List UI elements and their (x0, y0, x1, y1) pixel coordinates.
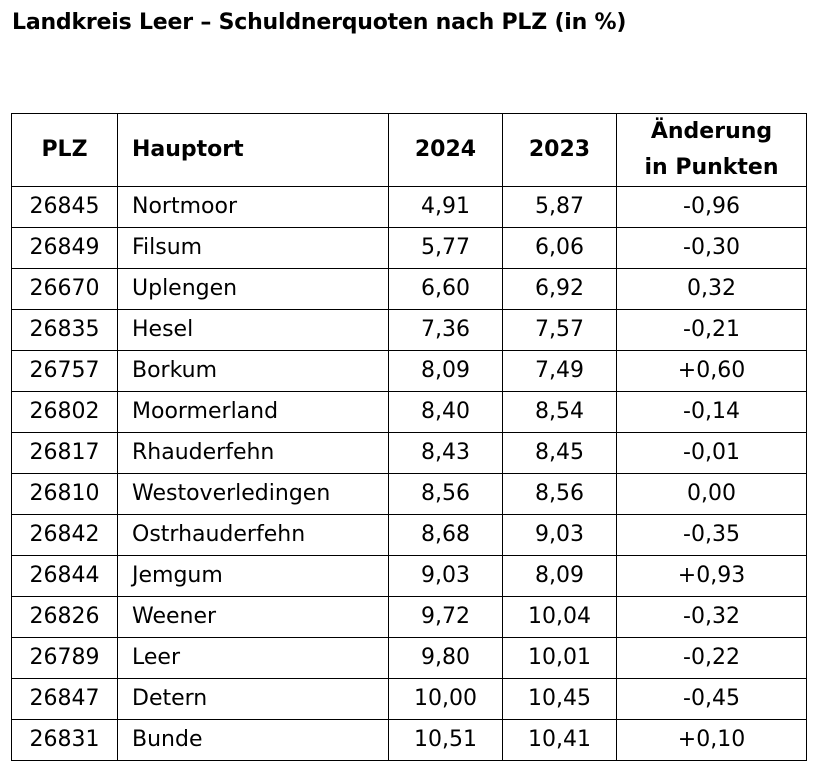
cell-hauptort: Jemgum (117, 555, 389, 597)
cell-plz: 26842 (11, 514, 118, 556)
cell-2023: 7,57 (502, 309, 617, 351)
cell-plz: 26810 (11, 473, 118, 515)
cell-plz: 26802 (11, 391, 118, 433)
cell-plz: 26826 (11, 596, 118, 638)
cell-2023: 8,45 (502, 432, 617, 474)
cell-aenderung: 0,32 (616, 268, 807, 310)
table-row: 26826 Weener 9,72 10,04 -0,32 (11, 596, 807, 638)
cell-2023: 10,41 (502, 719, 617, 761)
cell-hauptort: Rhauderfehn (117, 432, 389, 474)
cell-aenderung: -0,14 (616, 391, 807, 433)
column-header-aenderung-line1: Änderung (650, 119, 773, 144)
cell-plz: 26845 (11, 186, 118, 228)
cell-2024: 10,51 (388, 719, 503, 761)
cell-aenderung: -0,21 (616, 309, 807, 351)
cell-hauptort: Hesel (117, 309, 389, 351)
table-row: 26831 Bunde 10,51 10,41 +0,10 (11, 719, 807, 761)
cell-aenderung: +0,93 (616, 555, 807, 597)
cell-plz: 26817 (11, 432, 118, 474)
cell-2023: 9,03 (502, 514, 617, 556)
cell-2023: 10,01 (502, 637, 617, 679)
cell-hauptort: Moormerland (117, 391, 389, 433)
document-title: Landkreis Leer – Schuldnerquoten nach PL… (12, 10, 627, 35)
cell-hauptort: Detern (117, 678, 389, 720)
cell-plz: 26789 (11, 637, 118, 679)
table-header-row: PLZ Hauptort 2024 2023 Änderung in Punkt… (11, 113, 807, 187)
cell-2024: 8,09 (388, 350, 503, 392)
cell-aenderung: -0,32 (616, 596, 807, 638)
cell-aenderung: -0,45 (616, 678, 807, 720)
cell-plz: 26849 (11, 227, 118, 269)
column-header-aenderung-line2: in Punkten (644, 155, 779, 180)
cell-hauptort: Weener (117, 596, 389, 638)
cell-aenderung: -0,35 (616, 514, 807, 556)
cell-aenderung: -0,30 (616, 227, 807, 269)
schuldnerquoten-table: PLZ Hauptort 2024 2023 Änderung in Punkt… (11, 113, 807, 761)
cell-2023: 10,45 (502, 678, 617, 720)
column-header-plz: PLZ (11, 113, 118, 187)
table-row: 26842 Ostrhauderfehn 8,68 9,03 -0,35 (11, 514, 807, 556)
cell-2023: 10,04 (502, 596, 617, 638)
cell-2024: 9,80 (388, 637, 503, 679)
cell-plz: 26831 (11, 719, 118, 761)
cell-hauptort: Bunde (117, 719, 389, 761)
cell-hauptort: Filsum (117, 227, 389, 269)
cell-plz: 26847 (11, 678, 118, 720)
cell-aenderung: -0,22 (616, 637, 807, 679)
cell-2024: 8,40 (388, 391, 503, 433)
cell-hauptort: Westoverledingen (117, 473, 389, 515)
cell-hauptort: Nortmoor (117, 186, 389, 228)
table-row: 26810 Westoverledingen 8,56 8,56 0,00 (11, 473, 807, 515)
table-row: 26844 Jemgum 9,03 8,09 +0,93 (11, 555, 807, 597)
table-row: 26845 Nortmoor 4,91 5,87 -0,96 (11, 186, 807, 228)
table-row: 26835 Hesel 7,36 7,57 -0,21 (11, 309, 807, 351)
cell-2024: 5,77 (388, 227, 503, 269)
cell-2023: 6,06 (502, 227, 617, 269)
table-row: 26849 Filsum 5,77 6,06 -0,30 (11, 227, 807, 269)
column-header-2023: 2023 (502, 113, 617, 187)
cell-plz: 26835 (11, 309, 118, 351)
cell-plz: 26757 (11, 350, 118, 392)
cell-hauptort: Ostrhauderfehn (117, 514, 389, 556)
cell-2024: 7,36 (388, 309, 503, 351)
cell-2023: 8,54 (502, 391, 617, 433)
cell-2024: 10,00 (388, 678, 503, 720)
cell-aenderung: -0,96 (616, 186, 807, 228)
table-row: 26802 Moormerland 8,40 8,54 -0,14 (11, 391, 807, 433)
cell-hauptort: Uplengen (117, 268, 389, 310)
cell-2024: 9,72 (388, 596, 503, 638)
table-row: 26757 Borkum 8,09 7,49 +0,60 (11, 350, 807, 392)
cell-aenderung: +0,60 (616, 350, 807, 392)
table-row: 26670 Uplengen 6,60 6,92 0,32 (11, 268, 807, 310)
cell-plz: 26670 (11, 268, 118, 310)
table-row: 26817 Rhauderfehn 8,43 8,45 -0,01 (11, 432, 807, 474)
cell-2024: 8,68 (388, 514, 503, 556)
cell-2024: 6,60 (388, 268, 503, 310)
column-header-aenderung: Änderung in Punkten (616, 113, 807, 187)
cell-aenderung: 0,00 (616, 473, 807, 515)
cell-2023: 6,92 (502, 268, 617, 310)
cell-2023: 5,87 (502, 186, 617, 228)
table-row: 26847 Detern 10,00 10,45 -0,45 (11, 678, 807, 720)
cell-2024: 9,03 (388, 555, 503, 597)
column-header-hauptort: Hauptort (117, 113, 389, 187)
table-body: 26845 Nortmoor 4,91 5,87 -0,96 26849 Filsum 5,7… (11, 186, 807, 761)
cell-2023: 7,49 (502, 350, 617, 392)
cell-plz: 26844 (11, 555, 118, 597)
table-row: 26789 Leer 9,80 10,01 -0,22 (11, 637, 807, 679)
cell-2024: 8,43 (388, 432, 503, 474)
cell-hauptort: Leer (117, 637, 389, 679)
cell-2023: 8,56 (502, 473, 617, 515)
cell-2023: 8,09 (502, 555, 617, 597)
cell-aenderung: -0,01 (616, 432, 807, 474)
cell-2024: 8,56 (388, 473, 503, 515)
cell-2024: 4,91 (388, 186, 503, 228)
cell-hauptort: Borkum (117, 350, 389, 392)
column-header-2024: 2024 (388, 113, 503, 187)
cell-aenderung: +0,10 (616, 719, 807, 761)
